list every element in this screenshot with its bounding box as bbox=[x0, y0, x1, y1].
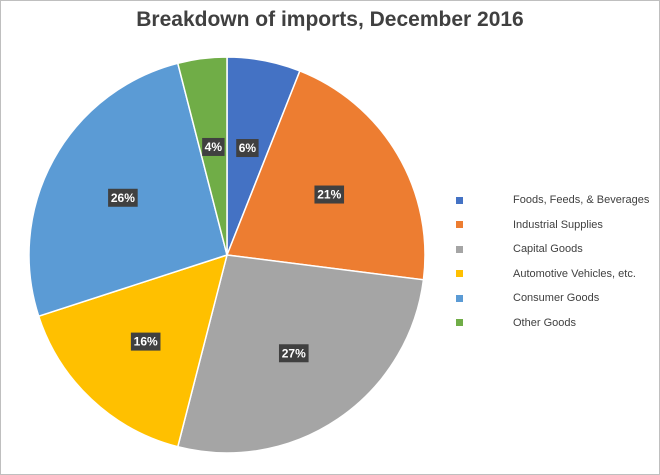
legend-label: Industrial Supplies bbox=[513, 218, 603, 231]
pie-slice-automotive bbox=[37, 253, 229, 448]
pie-slice-industrial bbox=[225, 69, 426, 281]
legend-swatch bbox=[456, 245, 463, 253]
data-label-text: 4% bbox=[205, 140, 223, 154]
legend-item-foods: Foods, Feeds, & Beverages bbox=[456, 188, 652, 213]
legend-swatch bbox=[456, 196, 463, 204]
legend-item-other: Other Goods bbox=[456, 311, 652, 336]
legend-item-automotive: Automotive Vehicles, etc. bbox=[456, 262, 652, 287]
legend-swatch bbox=[456, 270, 463, 278]
data-label-text: 6% bbox=[239, 141, 257, 155]
legend-swatch bbox=[456, 221, 463, 229]
data-label-box bbox=[236, 139, 259, 158]
data-label-industrial: 21% bbox=[314, 185, 345, 204]
data-label-foods: 6% bbox=[236, 139, 259, 158]
legend-label: Other Goods bbox=[513, 316, 576, 329]
legend-item-capital: Capital Goods bbox=[456, 237, 652, 262]
legend-label: Foods, Feeds, & Beverages bbox=[513, 194, 650, 207]
pie-slice-other bbox=[176, 56, 228, 256]
legend-label: Consumer Goods bbox=[513, 292, 600, 305]
legend-label: Capital Goods bbox=[513, 243, 583, 256]
legend-swatch bbox=[456, 294, 463, 302]
legend-swatch bbox=[456, 319, 463, 327]
legend-item-industrial: Industrial Supplies bbox=[456, 213, 652, 238]
legend: Foods, Feeds, & Beverages Industrial Sup… bbox=[456, 188, 652, 335]
data-label-text: 26% bbox=[111, 191, 135, 205]
data-label-other: 4% bbox=[202, 137, 225, 156]
data-label-box bbox=[202, 137, 225, 156]
data-label-capital: 27% bbox=[278, 344, 309, 363]
data-label-text: 27% bbox=[282, 346, 306, 360]
data-label-box bbox=[108, 188, 138, 207]
data-label-consumer: 26% bbox=[108, 188, 138, 207]
data-label-box bbox=[314, 185, 345, 204]
data-label-box bbox=[278, 344, 309, 363]
data-label-box bbox=[130, 332, 161, 351]
data-label-text: 21% bbox=[317, 188, 341, 202]
chart-title: Breakdown of imports, December 2016 bbox=[136, 8, 524, 31]
data-label-text: 16% bbox=[134, 335, 158, 349]
legend-item-consumer: Consumer Goods bbox=[456, 286, 652, 311]
data-label-automotive: 16% bbox=[130, 332, 161, 351]
legend-label: Automotive Vehicles, etc. bbox=[513, 267, 636, 280]
